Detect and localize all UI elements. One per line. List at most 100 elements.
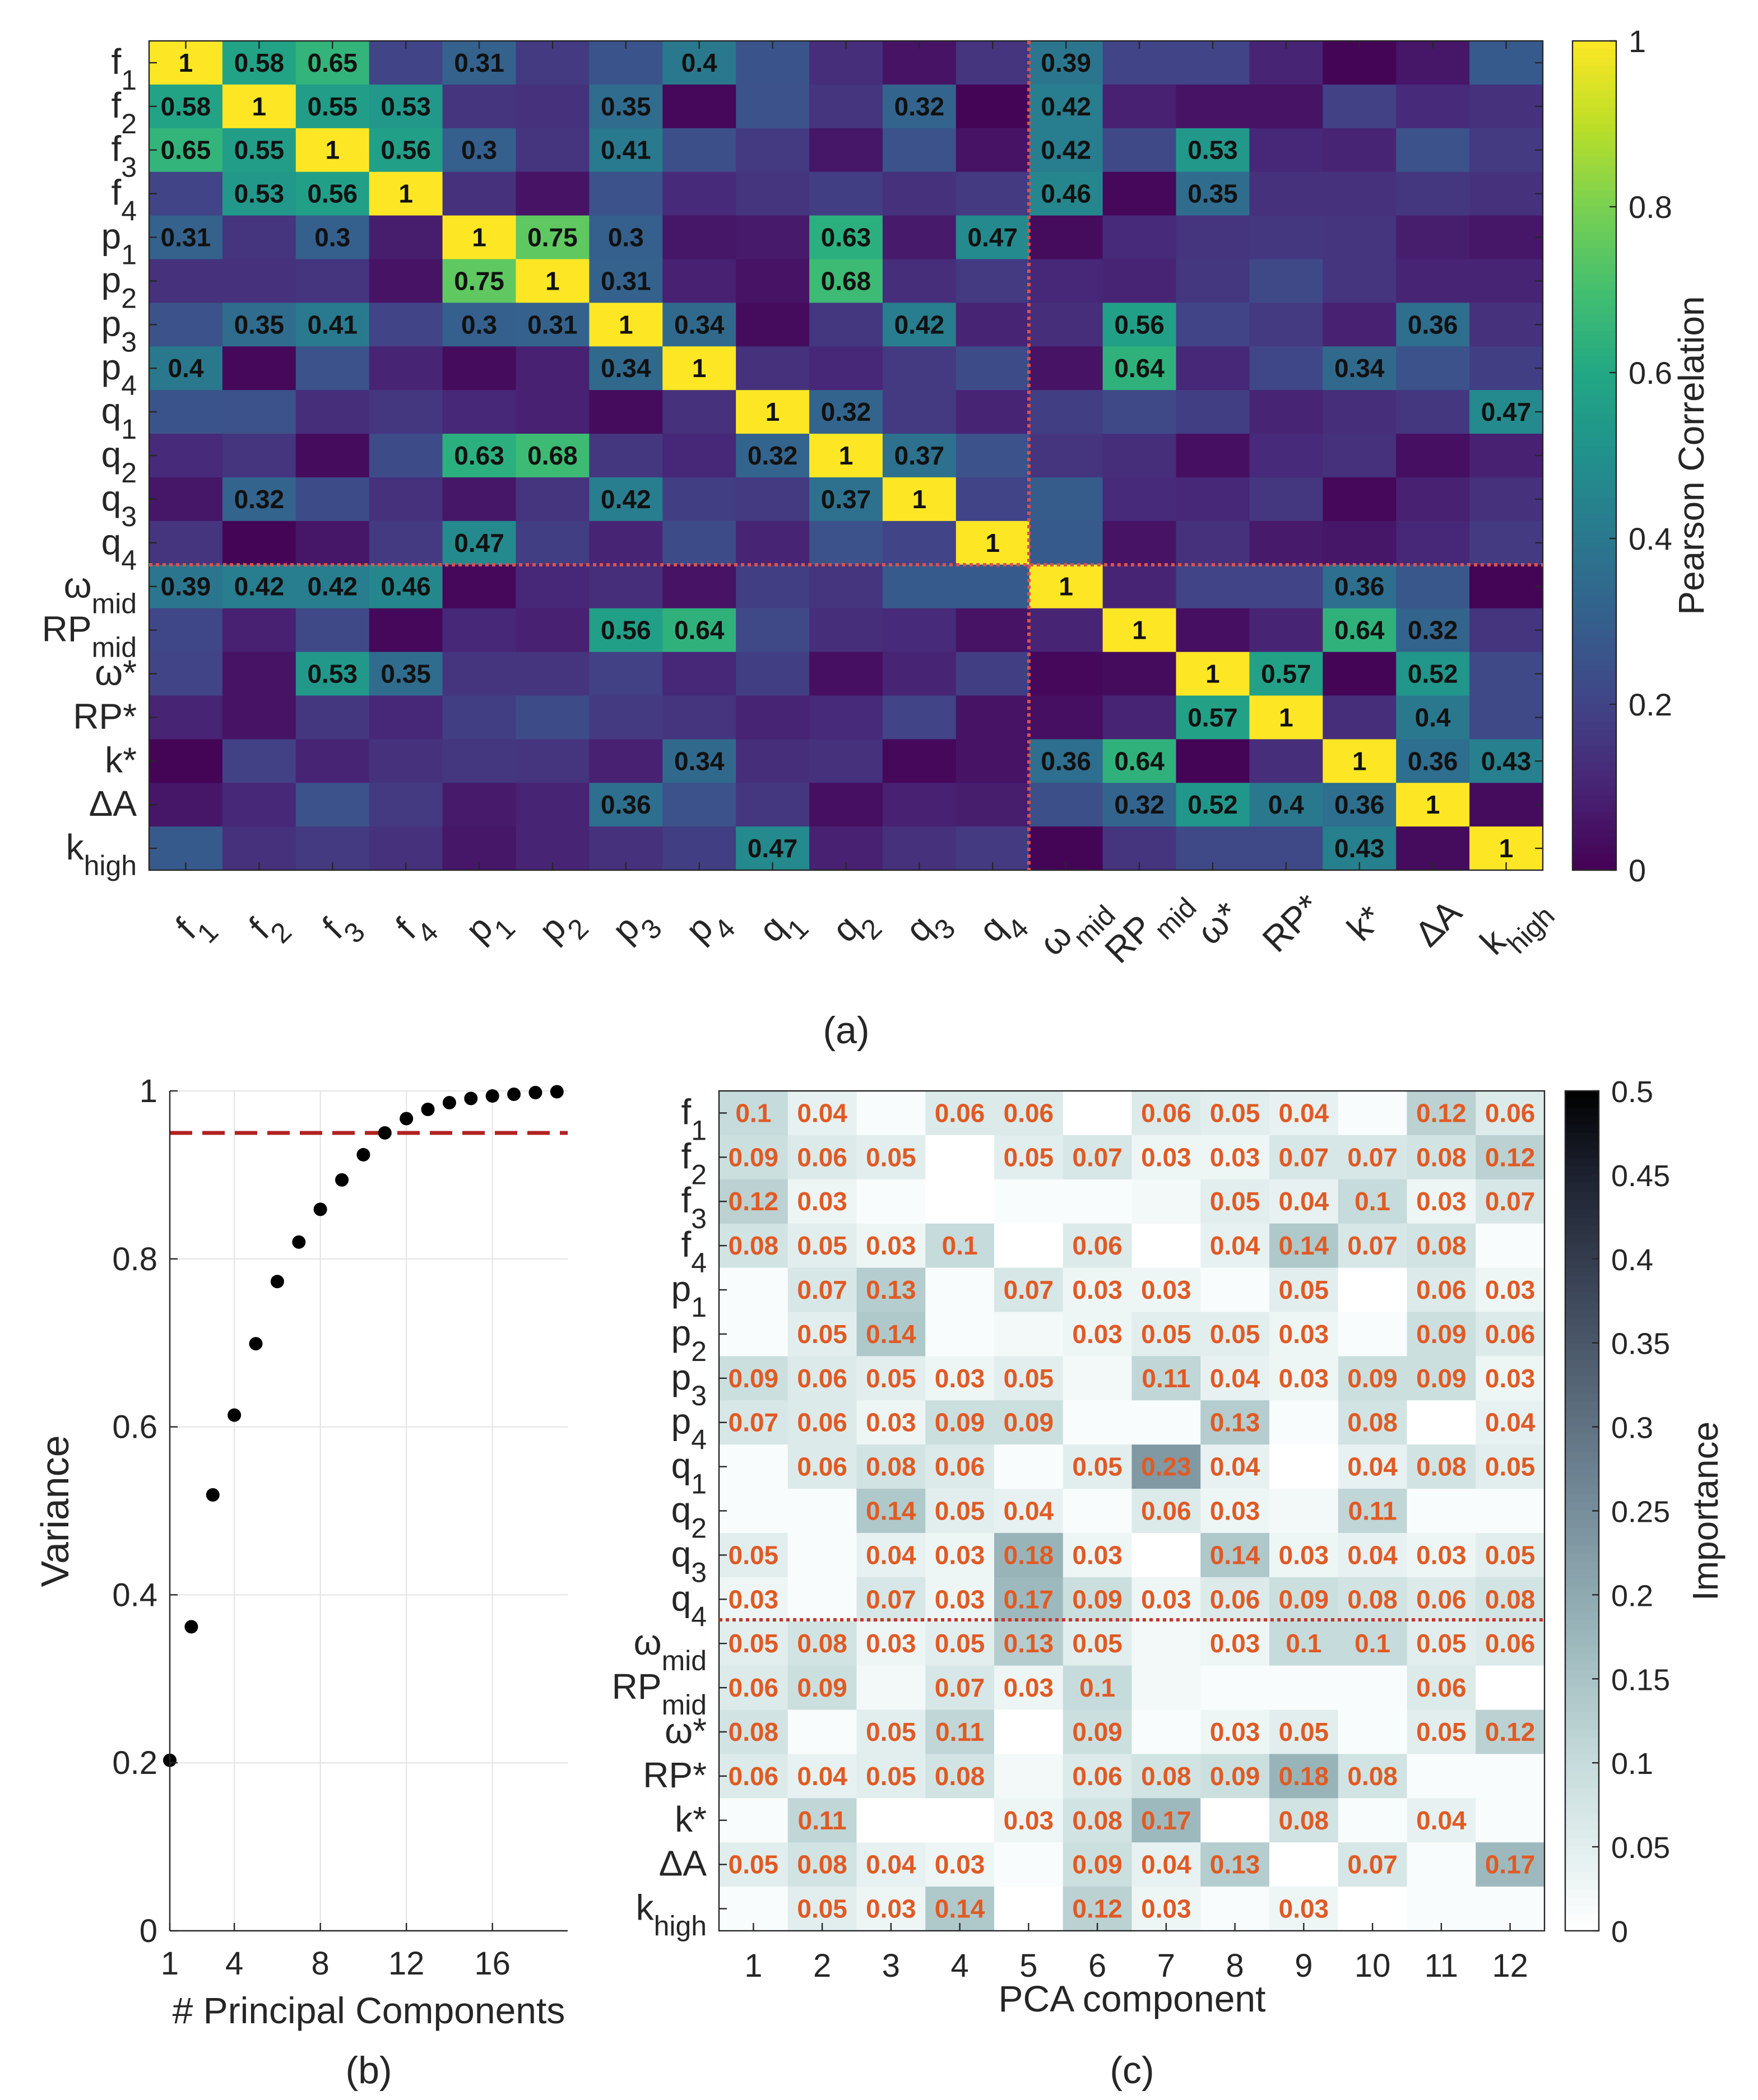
heatmap-cell	[1396, 84, 1470, 129]
cell-value: 0.04	[1279, 1187, 1329, 1216]
cell-value: 0.32	[234, 485, 285, 514]
cell-value: 0.63	[454, 441, 504, 470]
heatmap-cell	[1131, 1179, 1201, 1224]
cell-value: 1	[619, 310, 633, 339]
heatmap-cell	[736, 171, 810, 216]
colorbar-band	[1573, 696, 1616, 705]
colorbar-band	[1565, 1124, 1599, 1133]
cell-value: 0.04	[1347, 1540, 1398, 1569]
colorbar-band	[1573, 721, 1616, 730]
heatmap-cell	[369, 259, 443, 303]
cell-value: 0.05	[1004, 1142, 1054, 1172]
heatmap-cell	[1469, 564, 1543, 609]
colorbar-band	[1573, 522, 1616, 531]
cell-value: 0.14	[1210, 1540, 1260, 1569]
colorbar-band	[1565, 1569, 1599, 1579]
colorbar-band	[1573, 679, 1616, 689]
cell-value: 0.42	[1041, 136, 1091, 165]
heatmap-cell	[295, 303, 370, 347]
heatmap-cell	[442, 695, 517, 740]
cell-value: 0.03	[1210, 1142, 1260, 1172]
colorbar-band	[1565, 1586, 1599, 1596]
panel-label-b: (b)	[345, 2049, 392, 2092]
colorbar-band	[1573, 298, 1616, 307]
row-label: RPmid	[612, 1666, 707, 1721]
heatmap-cell	[994, 1400, 1064, 1445]
heatmap-cell	[736, 390, 810, 434]
cell-value: 0.05	[729, 1540, 779, 1569]
heatmap-cell	[1102, 171, 1177, 216]
cell-value: 0.56	[601, 616, 651, 645]
heatmap-cell	[1323, 564, 1397, 609]
heatmap-cell	[856, 1754, 926, 1799]
heatmap-cell	[662, 84, 736, 129]
row-label: ω*	[95, 652, 137, 693]
row-label: q1	[671, 1446, 707, 1500]
heatmap-cell	[662, 477, 736, 522]
heatmap-cell	[1476, 1091, 1545, 1136]
colorbar-band	[1565, 1544, 1599, 1554]
cell-value: 0.63	[821, 223, 871, 252]
colorbar-band	[1573, 629, 1616, 639]
cell-value: 0.03	[866, 1629, 916, 1658]
cell-value: 0.42	[601, 485, 651, 514]
heatmap-cell	[719, 1489, 788, 1534]
heatmap-cell	[809, 259, 883, 303]
heatmap-cell	[1249, 652, 1323, 696]
colorbar-band	[1573, 240, 1616, 249]
heatmap-cell	[1063, 1179, 1133, 1224]
heatmap-cell	[369, 215, 443, 260]
colorbar-band	[1573, 364, 1616, 373]
heatmap-cell	[149, 171, 223, 216]
colorbar-band	[1565, 1855, 1599, 1864]
colorbar-band	[1573, 687, 1616, 696]
heatmap-cell	[809, 128, 883, 173]
heatmap-cell	[149, 652, 223, 696]
heatmap-cell	[516, 739, 590, 783]
heatmap-cell	[787, 1400, 857, 1445]
colorbar-band	[1573, 588, 1616, 597]
heatmap-cell	[809, 695, 883, 740]
cell-value: 0.05	[729, 1629, 779, 1658]
data-point	[292, 1235, 306, 1249]
heatmap-cell	[442, 303, 517, 347]
cell-value: 0.4	[681, 48, 717, 77]
heatmap-cell	[882, 783, 957, 827]
colorbar-band	[1573, 480, 1616, 489]
heatmap-cell	[719, 1091, 788, 1136]
colorbar-tick-label: 0.4	[1611, 1243, 1653, 1277]
colorbar-band	[1565, 1284, 1599, 1293]
cell-value: 0.04	[1279, 1098, 1329, 1127]
cell-value: 0.06	[1485, 1320, 1536, 1349]
heatmap-cell	[1396, 695, 1470, 740]
cell-value: 0.42	[307, 572, 358, 601]
cell-value: 0.09	[1416, 1364, 1467, 1393]
cell-value: 1	[545, 266, 560, 295]
heatmap-cell	[442, 477, 517, 522]
colorbar-band	[1573, 389, 1616, 398]
heatmap-cell	[516, 521, 590, 565]
heatmap-cell	[1200, 1709, 1270, 1755]
heatmap-cell	[1476, 1842, 1545, 1887]
cell-value: 0.64	[1114, 746, 1165, 775]
cell-value: 0.08	[797, 1850, 847, 1879]
cell-value: 0.08	[1347, 1762, 1398, 1791]
colorbar-tick-label: 0	[1611, 1915, 1628, 1949]
heatmap-cell	[925, 1312, 995, 1356]
heatmap-cell	[1176, 739, 1250, 783]
heatmap-cell	[882, 695, 957, 740]
heatmap-cell	[1407, 1577, 1476, 1622]
heatmap-cell	[1476, 1709, 1545, 1755]
colorbar-band	[1573, 605, 1616, 614]
cell-value: 0.06	[729, 1673, 779, 1702]
colorbar-band	[1565, 1216, 1599, 1226]
heatmap-cell	[787, 1842, 857, 1887]
heatmap-cell	[994, 1621, 1064, 1666]
heatmap-cell	[1131, 1709, 1201, 1755]
heatmap-cell	[1323, 259, 1397, 303]
colorbar-band	[1573, 820, 1616, 829]
cell-value: 1	[839, 441, 854, 470]
heatmap-cell	[1338, 1135, 1408, 1180]
cell-value: 0.17	[1485, 1850, 1536, 1879]
colorbar-band	[1565, 1553, 1599, 1562]
